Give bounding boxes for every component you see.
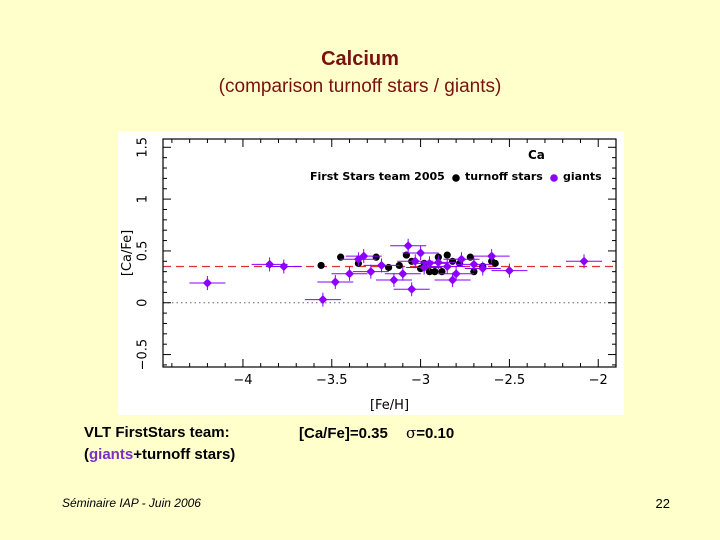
y-axis-label: [Ca/Fe] — [120, 230, 135, 276]
giant-point — [366, 267, 376, 277]
legend-title: First Stars team 2005 — [310, 170, 445, 183]
giant-point — [279, 261, 289, 271]
footer-seminar: Séminaire IAP - Juin 2006 — [62, 496, 201, 510]
turnoff-point — [491, 259, 499, 267]
giant-point — [202, 278, 212, 288]
slide-subtitle: (comparison turnoff stars / giants) — [218, 76, 502, 97]
x-axis-label: [Fe/H] — [370, 398, 409, 413]
caption-rest: +turnoff stars) — [133, 446, 236, 463]
giant-point — [330, 277, 340, 287]
legend-label-turnoff: turnoff stars — [465, 170, 543, 183]
caption-giants: giants — [89, 446, 134, 463]
turnoff-point — [431, 268, 439, 276]
caption-mean-value: [Ca/Fe]=0.35 σ=0.10 — [299, 424, 454, 442]
giant-point — [469, 259, 479, 269]
legend-marker-giants — [550, 174, 558, 182]
plot-frame — [162, 138, 617, 368]
giant-point — [403, 241, 413, 251]
giant-point — [579, 256, 589, 266]
giant-point — [433, 257, 443, 267]
y-tick-label: 0.5 — [136, 241, 151, 262]
giant-point — [442, 261, 452, 271]
giant-point — [318, 295, 328, 305]
giant-point — [487, 251, 497, 261]
giant-point — [416, 248, 426, 258]
giant-point — [448, 275, 458, 285]
legend-marker-turnoff — [452, 174, 460, 182]
giant-point — [359, 251, 369, 261]
slide-title: Calcium — [321, 48, 399, 70]
y-tick-label: 1.5 — [136, 137, 151, 158]
turnoff-point — [443, 251, 451, 259]
y-tick-label: 0 — [136, 299, 151, 307]
caption-line-2: (giants+turnoff stars) — [84, 446, 235, 463]
x-tick-label: −3 — [411, 373, 430, 388]
element-label: Ca — [528, 148, 545, 162]
y-tick-label: 1 — [136, 195, 151, 203]
y-tick-label: −0.5 — [136, 339, 151, 371]
caption-mean: [Ca/Fe]=0.35 — [299, 425, 388, 442]
giant-point — [407, 284, 417, 294]
caption-sigma-value: =0.10 — [416, 425, 455, 442]
caption-paren: ( — [84, 446, 89, 463]
sigma-symbol: σ — [405, 424, 417, 442]
giant-point — [265, 259, 275, 269]
giant-point — [419, 263, 429, 273]
giant-point — [398, 269, 408, 279]
giant-point — [377, 260, 387, 270]
chart-panel: −4 −3.5 −3 −2.5 −2 −0.5 0 0.5 1 1.5 [Fe/H] [Ca/Fe] C… — [118, 131, 624, 415]
page-number: 22 — [655, 496, 670, 511]
scatter-chart: −4 −3.5 −3 −2.5 −2 −0.5 0 0.5 1 1.5 [Fe/H] [Ca/Fe] C… — [120, 137, 617, 413]
giant-point — [424, 258, 434, 268]
giant-point — [478, 264, 488, 274]
x-tick-label: −3.5 — [316, 373, 348, 388]
giant-point — [345, 269, 355, 279]
giant-point — [456, 254, 466, 264]
giant-point — [389, 275, 399, 285]
x-tick-label: −2.5 — [494, 373, 526, 388]
legend-label-giants: giants — [563, 170, 602, 183]
giant-point — [451, 269, 461, 279]
turnoff-point — [425, 268, 434, 276]
caption-team: VLT FirstStars team: — [84, 424, 230, 441]
x-tick-label: −4 — [233, 373, 252, 388]
giant-point — [504, 266, 514, 276]
x-tick-label: −2 — [589, 373, 608, 388]
turnoff-point — [317, 261, 325, 270]
